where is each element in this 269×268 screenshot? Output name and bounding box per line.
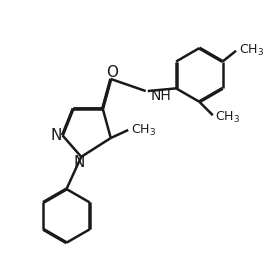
- Text: N: N: [73, 155, 85, 170]
- Text: N: N: [51, 128, 62, 143]
- Text: NH: NH: [150, 90, 171, 103]
- Text: CH$_3$: CH$_3$: [215, 110, 240, 125]
- Text: CH$_3$: CH$_3$: [239, 43, 264, 58]
- Text: CH$_3$: CH$_3$: [132, 122, 157, 137]
- Text: O: O: [106, 65, 118, 80]
